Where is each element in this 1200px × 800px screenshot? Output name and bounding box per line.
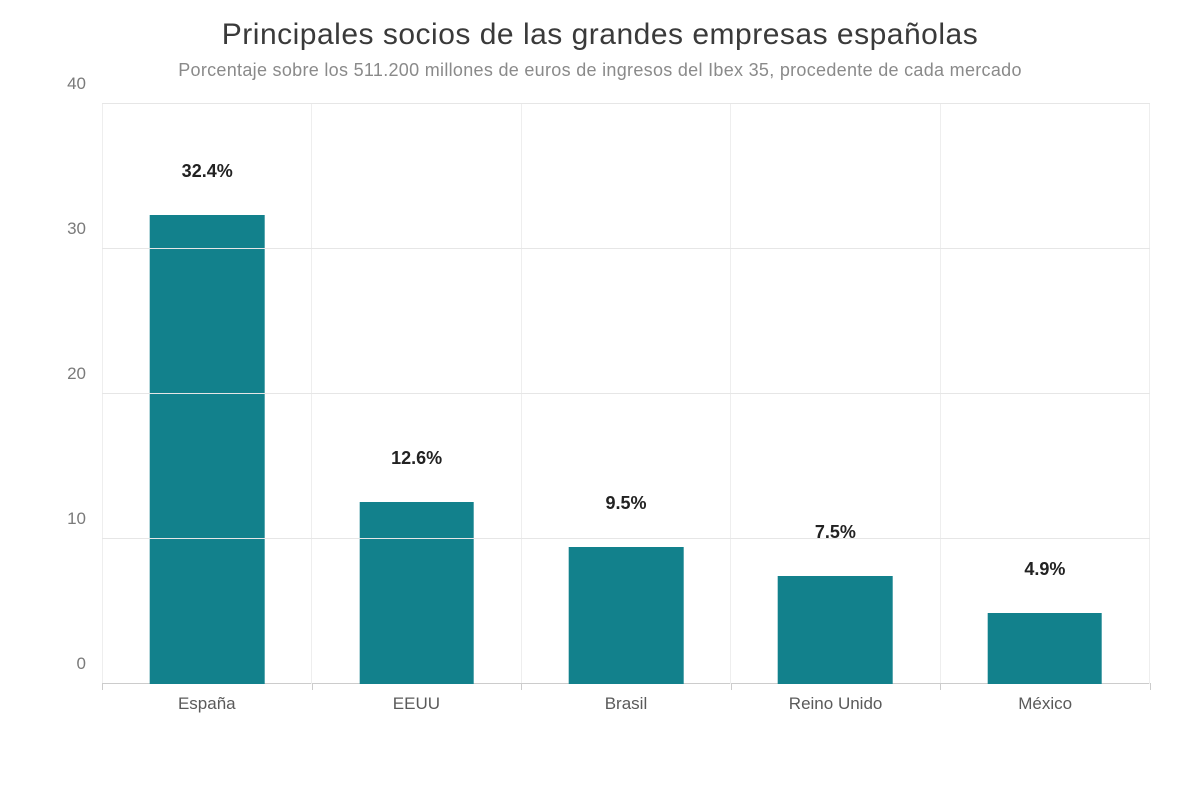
bar [778, 576, 893, 685]
x-tick-mark [102, 683, 103, 690]
x-tick-label: Reino Unido [731, 684, 941, 724]
y-tick-label: 30 [67, 219, 102, 239]
bar-value-label: 32.4% [182, 161, 233, 188]
x-tick-mark [521, 683, 522, 690]
bar-slot: 4.9% [940, 104, 1150, 684]
bars-container: 32.4% 12.6% 9.5% 7.5% 4.9% [102, 104, 1150, 684]
chart-title: Principales socios de las grandes empres… [40, 18, 1160, 52]
gridline [102, 393, 1150, 394]
y-tick-label: 20 [67, 364, 102, 384]
x-tick-mark [1150, 683, 1151, 690]
x-tick-mark [312, 683, 313, 690]
bar-slot: 12.6% [311, 104, 520, 684]
bar-value-label: 9.5% [606, 493, 647, 520]
x-tick-label: México [940, 684, 1150, 724]
plot-area: 32.4%12.6%9.5%7.5%4.9% 010203040 EspañaE… [40, 104, 1160, 724]
bar-slot: 32.4% [102, 104, 311, 684]
x-tick-mark [940, 683, 941, 690]
x-tick-mark [731, 683, 732, 690]
chart-subtitle: Porcentaje sobre los 511.200 millones de… [150, 58, 1050, 82]
plot-inner: 32.4%12.6%9.5%7.5%4.9% 010203040 [102, 104, 1150, 684]
y-tick-label: 0 [77, 654, 102, 674]
bar [150, 215, 265, 685]
bar [988, 613, 1103, 684]
bar-slot: 7.5% [730, 104, 939, 684]
bar-value-label: 7.5% [815, 522, 856, 549]
bar-slot: 9.5% [521, 104, 730, 684]
x-labels: EspañaEEUUBrasilReino UnidoMéxico [102, 684, 1150, 724]
bar-value-label: 12.6% [391, 448, 442, 475]
bar [359, 502, 474, 685]
x-tick-label: España [102, 684, 312, 724]
gridline [102, 103, 1150, 104]
bar-chart: Principales socios de las grandes empres… [0, 0, 1200, 800]
bar [569, 547, 684, 685]
gridline [102, 248, 1150, 249]
bar-value-label: 4.9% [1024, 559, 1065, 586]
gridline [102, 538, 1150, 539]
y-tick-label: 40 [67, 74, 102, 94]
x-tick-label: EEUU [312, 684, 522, 724]
x-tick-label: Brasil [521, 684, 731, 724]
y-tick-label: 10 [67, 509, 102, 529]
